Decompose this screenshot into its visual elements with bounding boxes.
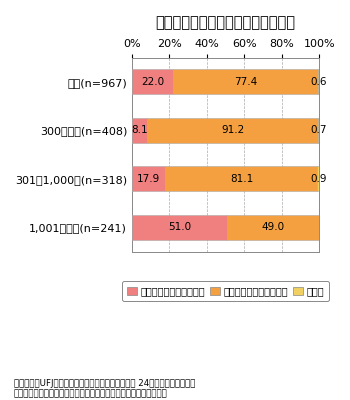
Bar bbox=[166, 166, 317, 192]
Text: 81.1: 81.1 bbox=[230, 174, 253, 184]
Bar bbox=[228, 215, 319, 240]
Text: 17.9: 17.9 bbox=[137, 174, 160, 184]
Text: 0.6: 0.6 bbox=[310, 77, 327, 87]
Text: 8.1: 8.1 bbox=[131, 125, 148, 135]
Title: 企業規模別介護休業制度の整備状況: 企業規模別介護休業制度の整備状況 bbox=[156, 15, 296, 30]
Text: 0.9: 0.9 bbox=[310, 174, 327, 184]
Bar bbox=[132, 166, 166, 192]
Bar bbox=[318, 69, 319, 94]
Text: 22.0: 22.0 bbox=[141, 77, 164, 87]
Bar bbox=[147, 118, 318, 143]
Bar bbox=[318, 118, 319, 143]
Bar bbox=[317, 166, 319, 192]
Bar bbox=[173, 69, 318, 94]
Text: 77.4: 77.4 bbox=[234, 77, 257, 87]
Text: 出所：三菱UFJリサーチ＆コンサルティング「平成 24年度両立支援ベスト
　プラクティス普及事業（仕事と介護の両立に関する企業調査）」: 出所：三菱UFJリサーチ＆コンサルティング「平成 24年度両立支援ベスト プラク… bbox=[14, 378, 195, 398]
Text: 49.0: 49.0 bbox=[262, 222, 285, 232]
Text: 91.2: 91.2 bbox=[221, 125, 244, 135]
Bar bbox=[132, 118, 147, 143]
Text: 0.7: 0.7 bbox=[310, 125, 327, 135]
Bar bbox=[132, 69, 173, 94]
Legend: 法定を上回る内容である, 法定どおりの内容である, 無回答: 法定を上回る内容である, 法定どおりの内容である, 無回答 bbox=[122, 281, 329, 301]
Bar bbox=[132, 215, 228, 240]
Text: 51.0: 51.0 bbox=[168, 222, 191, 232]
